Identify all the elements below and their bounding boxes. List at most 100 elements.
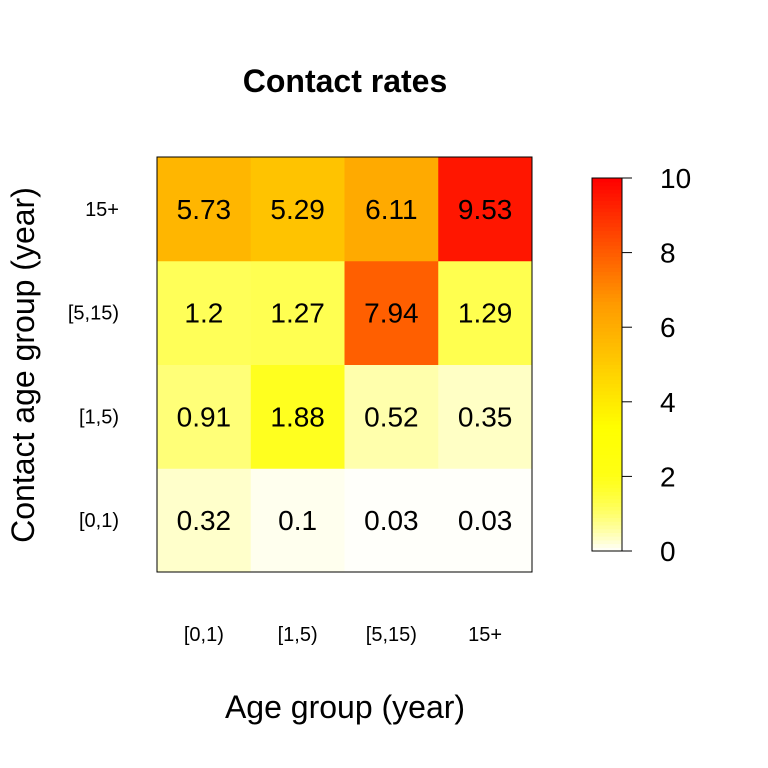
- heatmap-cell: [344, 157, 439, 262]
- colorbar-segment: [592, 513, 622, 519]
- cell-value-label: 0.35: [458, 401, 513, 432]
- cell-value-label: 0.1: [278, 505, 317, 536]
- x-tick-label: [5,15): [366, 624, 417, 646]
- colorbar-segment: [592, 293, 622, 298]
- colorbar-segment: [592, 394, 622, 399]
- colorbar-segment: [592, 431, 622, 436]
- x-tick-labels: [0,1) [1,5) [5,15) 15+: [184, 624, 502, 646]
- colorbar-segment: [592, 536, 622, 541]
- heatmap-cell: [250, 157, 345, 262]
- colorbar-segment: [592, 498, 622, 504]
- colorbar-segment: [592, 386, 622, 392]
- colorbar-segment: [592, 308, 622, 313]
- colorbar-segment: [592, 409, 622, 414]
- colorbar-segment: [592, 371, 622, 377]
- colorbar-segment: [592, 207, 622, 213]
- colorbar-segment: [592, 547, 622, 552]
- plot-frame: [156, 156, 533, 573]
- colorbar-segment: [592, 524, 622, 530]
- colorbar-segment: [592, 263, 622, 269]
- heatmap-cells: [157, 157, 533, 573]
- cell-value-label: 5.73: [177, 194, 232, 225]
- colorbar-segment: [592, 506, 622, 511]
- heatmap-cell: [344, 260, 439, 365]
- colorbar-segment: [592, 189, 622, 194]
- colorbar-segment: [592, 319, 622, 325]
- colorbar-segment: [592, 502, 622, 507]
- cell-value-label: 0.32: [177, 505, 232, 536]
- heatmap-cell: [344, 468, 439, 573]
- cell-value-label: 1.29: [458, 298, 513, 329]
- x-tick-label: [0,1): [184, 624, 224, 646]
- colorbar-segment: [592, 357, 622, 362]
- colorbar-segment: [592, 491, 622, 496]
- colorbar-segment: [592, 316, 622, 321]
- colorbar-segment: [592, 476, 622, 481]
- colorbar-segment: [592, 289, 622, 295]
- colorbar-segment: [592, 472, 622, 477]
- colorbar-segment: [592, 327, 622, 332]
- colorbar-segment: [592, 312, 622, 317]
- colorbar-segment: [592, 375, 622, 381]
- colorbar-segment: [592, 219, 622, 224]
- colorbar-segment: [592, 450, 622, 455]
- colorbar-segment: [592, 226, 622, 231]
- colorbar-segment: [592, 297, 622, 302]
- x-axis-title: Age group (year): [225, 689, 465, 725]
- colorbar-segment: [592, 192, 622, 198]
- colorbar-segment: [592, 241, 622, 246]
- colorbar-segment: [592, 323, 622, 328]
- heatmap-cell: [157, 157, 252, 262]
- colorbar-frame: [591, 177, 623, 552]
- colorbar-segment: [592, 338, 622, 343]
- cell-value-label: 1.27: [270, 298, 325, 329]
- colorbar-segment: [592, 256, 622, 261]
- heatmap-cell: [250, 260, 345, 365]
- colorbar-segment: [592, 267, 622, 272]
- heatmap-cell: [344, 364, 439, 469]
- colorbar-segment: [592, 245, 622, 250]
- colorbar-segment: [592, 457, 622, 463]
- colorbar-segment: [592, 274, 622, 280]
- colorbar-segment: [592, 424, 622, 429]
- colorbar-segment: [592, 185, 622, 190]
- colorbar-segment: [592, 487, 622, 492]
- colorbar-segment: [592, 196, 622, 201]
- colorbar-segment: [592, 483, 622, 489]
- colorbar-segment: [592, 401, 622, 407]
- colorbar-segment: [592, 390, 622, 395]
- colorbar: 0 2 4 6 8 10: [591, 163, 691, 567]
- cell-value-label: 6.11: [365, 194, 417, 225]
- colorbar-tick-label: 8: [660, 238, 676, 269]
- heatmap-cell: [157, 260, 252, 365]
- colorbar-tick-label: 10: [660, 163, 691, 194]
- colorbar-segment: [592, 252, 622, 257]
- cell-value-label: 9.53: [458, 194, 513, 225]
- colorbar-segment: [592, 398, 622, 403]
- colorbar-segment: [592, 233, 622, 239]
- colorbar-segment: [592, 539, 622, 545]
- colorbar-segment: [592, 412, 622, 418]
- y-tick-label: 15+: [85, 199, 119, 221]
- colorbar-segment: [592, 330, 622, 336]
- colorbar-segment: [592, 282, 622, 287]
- colorbar-segment: [592, 222, 622, 228]
- colorbar-segment: [592, 543, 622, 548]
- cell-value-label: 0.52: [364, 401, 419, 432]
- colorbar-segment: [592, 446, 622, 451]
- colorbar-segment: [592, 379, 622, 384]
- colorbar-tick-label: 0: [660, 536, 676, 567]
- colorbar-segment: [592, 334, 622, 339]
- colorbar-segment: [592, 237, 622, 243]
- y-tick-label: [0,1): [79, 510, 119, 532]
- colorbar-segment: [592, 480, 622, 485]
- colorbar-segment: [592, 461, 622, 466]
- colorbar-segment: [592, 278, 622, 284]
- cell-value-label: 1.88: [270, 401, 325, 432]
- colorbar-segment: [592, 435, 622, 440]
- colorbar-segment: [592, 427, 622, 433]
- heatmap-cell: [250, 364, 345, 469]
- colorbar-segment: [592, 248, 622, 254]
- colorbar-segment: [592, 495, 622, 500]
